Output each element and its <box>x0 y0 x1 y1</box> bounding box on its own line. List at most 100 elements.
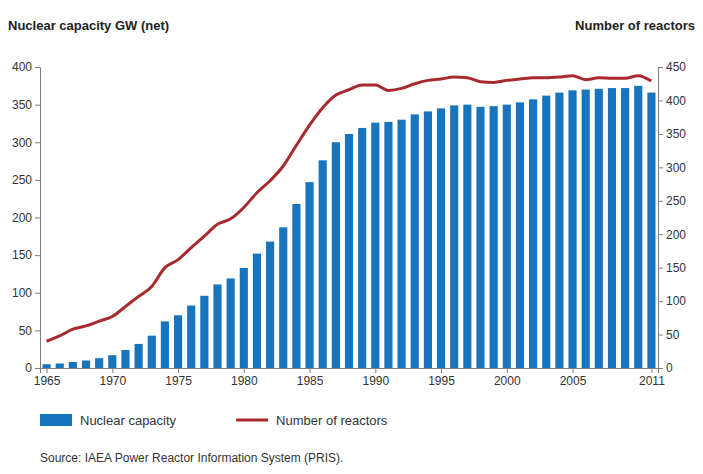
bar <box>279 227 287 368</box>
tick: 1965 <box>34 368 61 388</box>
bar <box>529 99 537 368</box>
tick: 2000 <box>494 368 521 388</box>
tick-label: 50 <box>19 324 33 338</box>
bar <box>398 120 406 368</box>
tick-label: 250 <box>12 173 32 187</box>
bar <box>174 315 182 368</box>
tick-mark <box>658 301 663 302</box>
tick: 1980 <box>231 368 258 388</box>
tick-mark <box>178 368 179 373</box>
bar <box>305 182 313 368</box>
bars <box>42 86 655 368</box>
tick-mark <box>35 67 40 68</box>
bar <box>450 105 458 368</box>
tick-mark <box>573 368 574 373</box>
bar <box>490 106 498 368</box>
bar <box>424 111 432 368</box>
tick-label: 400 <box>12 60 32 74</box>
tick: 250 <box>658 194 686 208</box>
tick: 250 <box>12 173 40 187</box>
tick-mark <box>658 100 663 101</box>
bar <box>292 204 300 368</box>
legend-label: Nuclear capacity <box>80 413 177 428</box>
bar <box>121 350 129 368</box>
bar <box>135 344 143 368</box>
bar <box>568 90 576 368</box>
bar <box>56 363 64 368</box>
bar <box>647 93 655 368</box>
bar <box>148 336 156 368</box>
legend-swatch <box>40 414 72 426</box>
bar <box>358 128 366 368</box>
bar <box>69 362 77 368</box>
tick-mark <box>35 255 40 256</box>
bar <box>213 284 221 368</box>
tick: 350 <box>658 127 686 141</box>
plot-area <box>42 76 655 368</box>
bar <box>319 160 327 368</box>
bar <box>608 88 616 368</box>
y-axis-title: Nuclear capacity GW (net) <box>8 18 169 33</box>
tick: 300 <box>12 136 40 150</box>
y-axis: 050100150200250300350400 <box>12 60 41 375</box>
tick-label: 2000 <box>494 374 521 388</box>
bar <box>200 296 208 368</box>
bar <box>108 355 116 368</box>
y2-axis-title: Number of reactors <box>575 18 695 33</box>
line <box>47 76 652 342</box>
tick: 0 <box>25 361 40 375</box>
bar <box>463 105 471 368</box>
tick-mark <box>35 368 40 369</box>
tick-mark <box>244 368 245 373</box>
tick-mark <box>35 218 40 219</box>
tick-label: 100 <box>666 294 686 308</box>
bar <box>187 306 195 368</box>
bar <box>411 114 419 368</box>
tick: 1975 <box>165 368 192 388</box>
bar <box>384 122 392 368</box>
axis-line <box>35 68 41 369</box>
tick: 150 <box>12 248 40 262</box>
tick: 200 <box>658 228 686 242</box>
tick: 400 <box>12 60 40 74</box>
tick-mark <box>35 180 40 181</box>
bar <box>437 108 445 368</box>
tick-label: 350 <box>12 98 32 112</box>
tick-mark <box>35 330 40 331</box>
tick-label: 300 <box>666 161 686 175</box>
tick: 1985 <box>297 368 324 388</box>
tick: 100 <box>12 286 40 300</box>
tick-label: 1980 <box>231 374 258 388</box>
bar <box>253 254 261 368</box>
source-note: Source: IAEA Power Reactor Information S… <box>40 451 343 465</box>
tick: 1990 <box>362 368 389 388</box>
bar <box>476 107 484 368</box>
tick: 400 <box>658 94 686 108</box>
tick-label: 0 <box>25 361 32 375</box>
bar <box>582 90 590 368</box>
tick-label: 350 <box>666 127 686 141</box>
chart: 1965197019751980198519901995200020052011… <box>0 0 703 474</box>
legend-label: Number of reactors <box>276 413 388 428</box>
tick-mark <box>507 368 508 373</box>
legend: Nuclear capacity Number of reactors <box>40 413 388 428</box>
tick: 150 <box>658 261 686 275</box>
tick-mark <box>651 368 652 373</box>
y2-axis: 050100150200250300350400450 <box>658 60 686 375</box>
tick-label: 1990 <box>362 374 389 388</box>
tick: 50 <box>658 328 680 342</box>
tick: 450 <box>658 60 686 74</box>
bar <box>266 242 274 368</box>
tick-mark <box>112 368 113 373</box>
tick-mark <box>35 293 40 294</box>
bar <box>503 105 511 368</box>
tick: 100 <box>658 294 686 308</box>
tick-label: 250 <box>666 194 686 208</box>
tick-label: 150 <box>666 261 686 275</box>
tick-mark <box>658 335 663 336</box>
bar <box>555 93 563 368</box>
tick-mark <box>658 368 663 369</box>
bar <box>345 134 353 368</box>
bar <box>595 89 603 368</box>
tick-label: 100 <box>12 286 32 300</box>
